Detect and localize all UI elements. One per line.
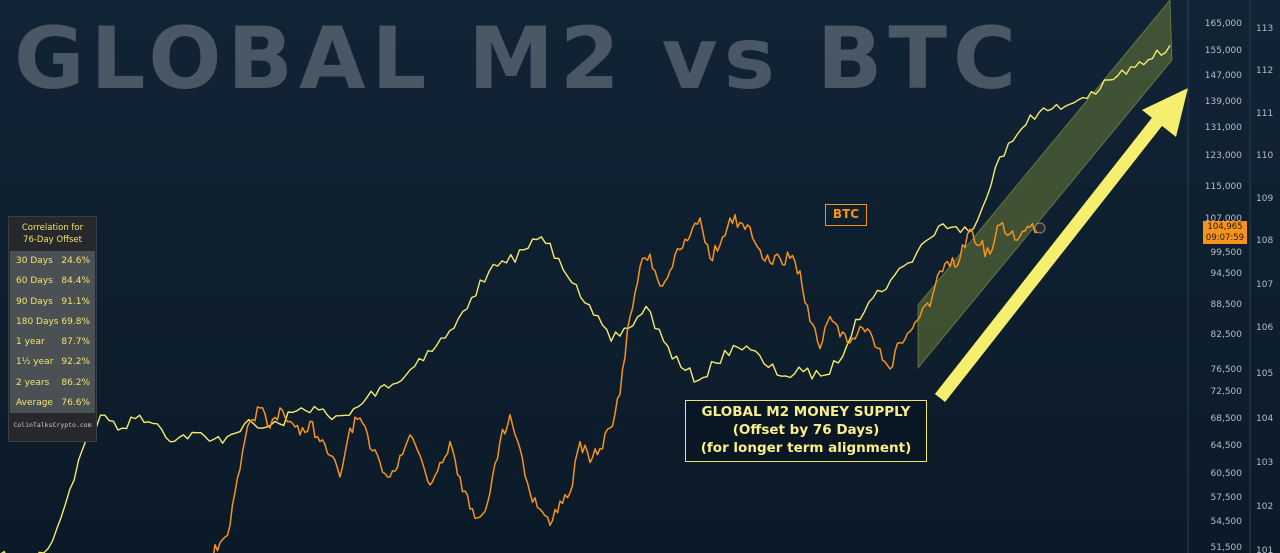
price-tick-label: 57,500 bbox=[1211, 493, 1243, 503]
correlation-value: 92.2% bbox=[61, 357, 90, 368]
price-tick-label: 82,500 bbox=[1211, 330, 1243, 340]
price-tick-label: 76,500 bbox=[1211, 365, 1243, 375]
price-tick-label: 94,500 bbox=[1211, 269, 1243, 279]
price-tick-label: 107,000 bbox=[1205, 214, 1242, 224]
btc-series-line bbox=[213, 213, 1041, 553]
m2-label-line3: (for longer term alignment) bbox=[700, 440, 912, 456]
m2-tick-label: 109 bbox=[1256, 194, 1273, 204]
m2-tick-label: 101 bbox=[1256, 546, 1273, 553]
correlation-panel-header: Correlation for 76-Day Offset bbox=[9, 217, 96, 251]
price-tick-label: 131,000 bbox=[1205, 123, 1242, 133]
correlation-row: 1½ year 92.2% bbox=[10, 352, 95, 372]
correlation-period: Average bbox=[16, 398, 53, 409]
m2-tick-label: 110 bbox=[1256, 151, 1273, 161]
price-tick-label: 88,500 bbox=[1211, 300, 1243, 310]
price-tick-label: 165,000 bbox=[1205, 19, 1242, 29]
correlation-value: 86.2% bbox=[61, 377, 90, 388]
m2-tick-label: 102 bbox=[1256, 502, 1273, 512]
m2-axis: 113 112 111 110 109 108 107 106 105 104 103 102 101 bbox=[1256, 24, 1273, 553]
price-tick-label: 99,500 bbox=[1211, 248, 1243, 258]
m2-tick-label: 107 bbox=[1256, 280, 1273, 290]
correlation-period: 60 Days bbox=[16, 276, 53, 287]
price-tick-label: 123,000 bbox=[1205, 151, 1242, 161]
correlation-row: 60 Days 84.4% bbox=[10, 271, 95, 291]
correlation-value: 76.6% bbox=[61, 398, 90, 409]
correlation-panel: Correlation for 76-Day Offset 30 Days 24.… bbox=[8, 216, 97, 442]
series-layer bbox=[0, 45, 1171, 553]
chart-title: GLOBAL M2 vs BTC bbox=[14, 9, 1023, 109]
m2-tick-label: 106 bbox=[1256, 323, 1273, 333]
correlation-row: 30 Days 24.6% bbox=[10, 251, 95, 271]
candle-countdown: 09:07:59 bbox=[1205, 233, 1245, 243]
current-price-tag: 104,965 09:07:59 bbox=[1203, 221, 1247, 244]
source-credit: ColinTalksCrypto.com bbox=[13, 421, 92, 430]
price-tick-label: 139,000 bbox=[1205, 97, 1242, 107]
correlation-period: 30 Days bbox=[16, 256, 53, 266]
correlation-value: 91.1% bbox=[61, 296, 90, 307]
m2-tick-label: 108 bbox=[1256, 236, 1273, 246]
m2-tick-label: 113 bbox=[1256, 24, 1273, 34]
correlation-period: 2 years bbox=[16, 377, 50, 388]
m2-tick-label: 105 bbox=[1256, 369, 1273, 379]
price-tick-label: 51,500 bbox=[1211, 543, 1243, 553]
m2-label-line1: GLOBAL M2 MONEY SUPPLY bbox=[701, 404, 911, 420]
price-tick-label: 60,500 bbox=[1211, 469, 1243, 479]
cursor-marker bbox=[1034, 222, 1046, 234]
correlation-table: 30 Days 24.6% 60 Days 84.4% 90 Days 91.1% 180 … bbox=[10, 251, 95, 414]
correlation-value: 69.8% bbox=[61, 316, 90, 327]
current-price: 104,965 bbox=[1207, 222, 1243, 232]
price-axis: 165,000 155,000 147,000 139,000 131,000 123,0… bbox=[1205, 19, 1242, 553]
correlation-row: Average 76.6% bbox=[10, 393, 95, 413]
m2-label-line2: (Offset by 76 Days) bbox=[732, 422, 880, 438]
correlation-value: 87.7% bbox=[61, 337, 90, 348]
correlation-period: 180 Days bbox=[16, 316, 59, 327]
m2-tick-label: 111 bbox=[1256, 109, 1273, 119]
m2-series-label: GLOBAL M2 MONEY SUPPLY (Offset by 76 Day… bbox=[685, 400, 927, 462]
correlation-period: 90 Days bbox=[16, 296, 53, 307]
price-tick-label: 68,500 bbox=[1211, 414, 1243, 424]
correlation-period: 1½ year bbox=[16, 357, 54, 368]
price-tick-label: 54,500 bbox=[1211, 517, 1243, 527]
m2-series-line bbox=[0, 45, 1171, 553]
correlation-row: 2 years 86.2% bbox=[10, 373, 95, 393]
correlation-title-line2: 76-Day Offset bbox=[23, 235, 82, 245]
trend-channel bbox=[917, 0, 1173, 370]
correlation-value: 24.6% bbox=[61, 256, 90, 266]
price-tick-label: 155,000 bbox=[1205, 46, 1242, 56]
correlation-row: 90 Days 91.1% bbox=[10, 292, 95, 312]
correlation-row: 180 Days 69.8% bbox=[10, 312, 95, 332]
correlation-period: 1 year bbox=[16, 337, 45, 348]
btc-series-label: BTC bbox=[825, 204, 867, 226]
m2-tick-label: 104 bbox=[1256, 414, 1273, 424]
price-tick-label: 115,000 bbox=[1205, 182, 1242, 192]
price-tick-label: 147,000 bbox=[1205, 71, 1242, 81]
m2-tick-label: 103 bbox=[1256, 458, 1273, 468]
trend-arrow bbox=[934, 88, 1188, 403]
m2-tick-label: 112 bbox=[1256, 66, 1273, 76]
price-tick-label: 64,500 bbox=[1211, 441, 1243, 451]
correlation-row: 1 year 87.7% bbox=[10, 332, 95, 352]
correlation-title-line1: Correlation for bbox=[21, 223, 84, 233]
price-tick-label: 72,500 bbox=[1211, 387, 1243, 397]
correlation-value: 84.4% bbox=[61, 276, 90, 287]
